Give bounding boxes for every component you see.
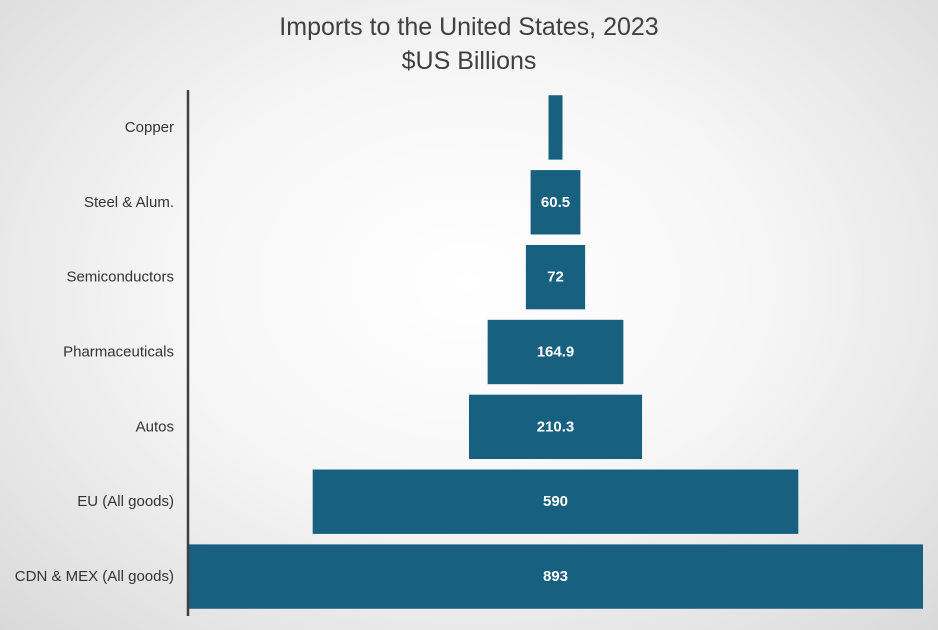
bar bbox=[530, 170, 581, 235]
bar bbox=[312, 469, 799, 534]
category-label: CDN & MEX (All goods) bbox=[15, 568, 174, 585]
data-label: 164.9 bbox=[537, 344, 575, 361]
category-label: Pharmaceuticals bbox=[63, 344, 174, 361]
bar bbox=[487, 319, 624, 385]
data-label: 210.3 bbox=[537, 418, 575, 435]
bar bbox=[525, 244, 586, 310]
data-label: 590 bbox=[543, 493, 568, 510]
bar bbox=[468, 394, 643, 460]
data-label: 72 bbox=[547, 269, 564, 286]
category-label: Autos bbox=[136, 418, 174, 435]
bar bbox=[548, 95, 563, 160]
chart-title: Imports to the United States, 2023 bbox=[279, 13, 659, 41]
bar bbox=[188, 544, 923, 609]
category-label: Copper bbox=[125, 119, 174, 136]
category-label: Steel & Alum. bbox=[84, 194, 174, 211]
category-label: EU (All goods) bbox=[77, 493, 174, 510]
data-label: 60.5 bbox=[541, 194, 570, 211]
chart-subtitle: $US Billions bbox=[401, 47, 537, 75]
data-label: 893 bbox=[543, 568, 568, 585]
category-label: Semiconductors bbox=[66, 269, 174, 286]
